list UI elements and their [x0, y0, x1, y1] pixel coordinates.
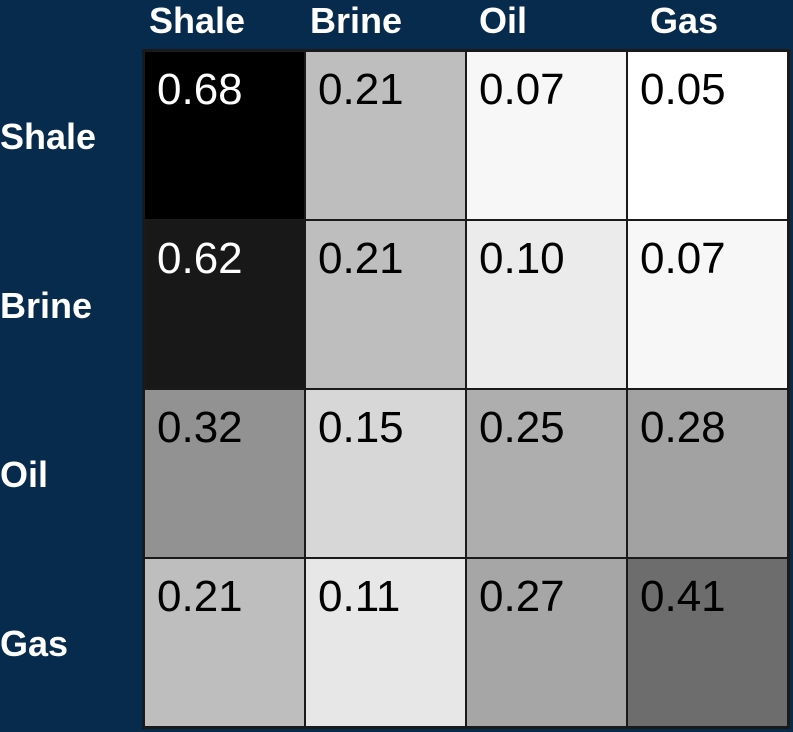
row-header: Shale	[0, 116, 96, 157]
cell-value: 0.41	[640, 572, 726, 621]
heatmap-cell	[306, 559, 465, 726]
row-header: Oil	[0, 454, 48, 495]
heatmap-cell	[467, 559, 626, 726]
heatmap-cell	[628, 559, 787, 726]
cell-value: 0.21	[318, 234, 404, 283]
heatmap-cell	[628, 221, 787, 388]
cell-value: 0.21	[318, 65, 404, 114]
column-header: Oil	[479, 0, 527, 41]
heatmap-cell	[467, 221, 626, 388]
heatmap-cell	[145, 559, 304, 726]
cell-value: 0.25	[479, 403, 565, 452]
column-header: Shale	[149, 0, 245, 41]
heatmap-cell	[145, 390, 304, 557]
cell-value: 0.07	[640, 234, 726, 283]
heatmap-cell	[467, 390, 626, 557]
heatmap-cell	[145, 221, 304, 388]
cell-value: 0.10	[479, 234, 565, 283]
cell-value: 0.07	[479, 65, 565, 114]
cell-value: 0.27	[479, 572, 565, 621]
heatmap-cell	[306, 52, 465, 219]
cell-value: 0.28	[640, 403, 726, 452]
column-header: Brine	[310, 0, 402, 41]
cell-value: 0.11	[318, 572, 400, 621]
heatmap-cell	[628, 52, 787, 219]
cell-value: 0.05	[640, 65, 726, 114]
cell-value: 0.68	[157, 65, 243, 114]
cell-value: 0.32	[157, 403, 243, 452]
row-header: Brine	[0, 285, 92, 326]
heatmap-cell	[306, 221, 465, 388]
heatmap-cell	[628, 390, 787, 557]
heatmap-cell	[145, 52, 304, 219]
row-header: Gas	[0, 623, 68, 664]
cell-value: 0.15	[318, 403, 404, 452]
cell-value: 0.21	[157, 572, 243, 621]
heatmap-cell	[306, 390, 465, 557]
heatmap-cell	[467, 52, 626, 219]
cell-value: 0.62	[157, 234, 243, 283]
column-header: Gas	[650, 0, 718, 41]
